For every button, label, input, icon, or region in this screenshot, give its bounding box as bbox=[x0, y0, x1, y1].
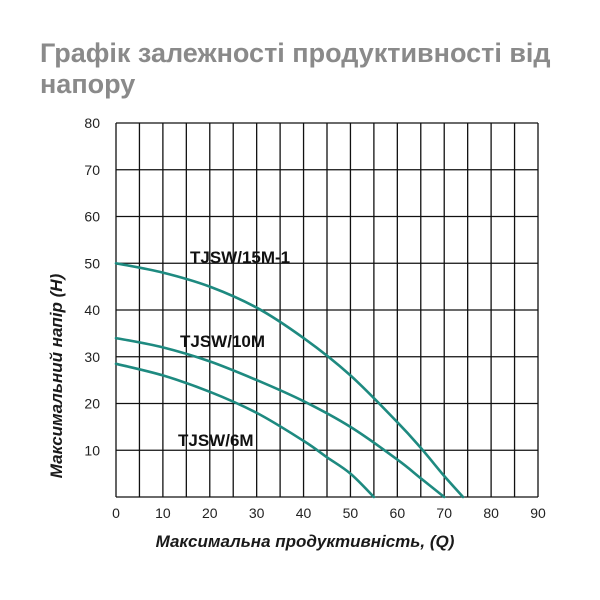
series-label-tjsw-10m: TJSW/10M bbox=[180, 332, 265, 351]
tick-labels: 0 10 20 30 40 50 60 70 80 90 10 20 30 40 50 60 70 80 bbox=[84, 115, 546, 521]
series-line-tjsw-6m bbox=[114, 362, 376, 499]
y-tick-label: 50 bbox=[84, 255, 100, 271]
x-axis-label: Максимальна продуктивність, (Q) bbox=[156, 532, 455, 551]
x-tick-label: 20 bbox=[202, 505, 218, 521]
series-labels: TJSW/15M-1 TJSW/10M TJSW/6M bbox=[178, 248, 290, 450]
series-label-tjsw-15m-1: TJSW/15M-1 bbox=[190, 248, 290, 267]
grid bbox=[115, 122, 539, 498]
y-tick-label: 70 bbox=[84, 162, 100, 178]
y-tick-label: 30 bbox=[84, 349, 100, 365]
x-tick-label: 10 bbox=[155, 505, 171, 521]
x-tick-label: 70 bbox=[436, 505, 452, 521]
series-lines bbox=[114, 262, 465, 499]
x-tick-label: 60 bbox=[390, 505, 406, 521]
x-tick-label: 0 bbox=[112, 505, 120, 521]
x-tick-label: 30 bbox=[249, 505, 265, 521]
x-tick-label: 90 bbox=[530, 505, 546, 521]
y-axis-label: Максимальний напір (H) bbox=[47, 273, 66, 478]
y-tick-label: 40 bbox=[84, 302, 100, 318]
x-tick-label: 40 bbox=[296, 505, 312, 521]
chart-title: Графік залежності продуктивності від нап… bbox=[40, 38, 551, 99]
y-tick-label: 80 bbox=[84, 115, 100, 131]
y-tick-label: 20 bbox=[84, 396, 100, 412]
y-tick-label: 60 bbox=[84, 209, 100, 225]
y-tick-label: 10 bbox=[84, 442, 100, 458]
series-label-tjsw-6m: TJSW/6M bbox=[178, 431, 254, 450]
x-tick-label: 50 bbox=[343, 505, 359, 521]
x-tick-label: 80 bbox=[483, 505, 499, 521]
series-line-tjsw-10m bbox=[114, 336, 446, 499]
series-line-tjsw-15m-1 bbox=[114, 262, 465, 499]
